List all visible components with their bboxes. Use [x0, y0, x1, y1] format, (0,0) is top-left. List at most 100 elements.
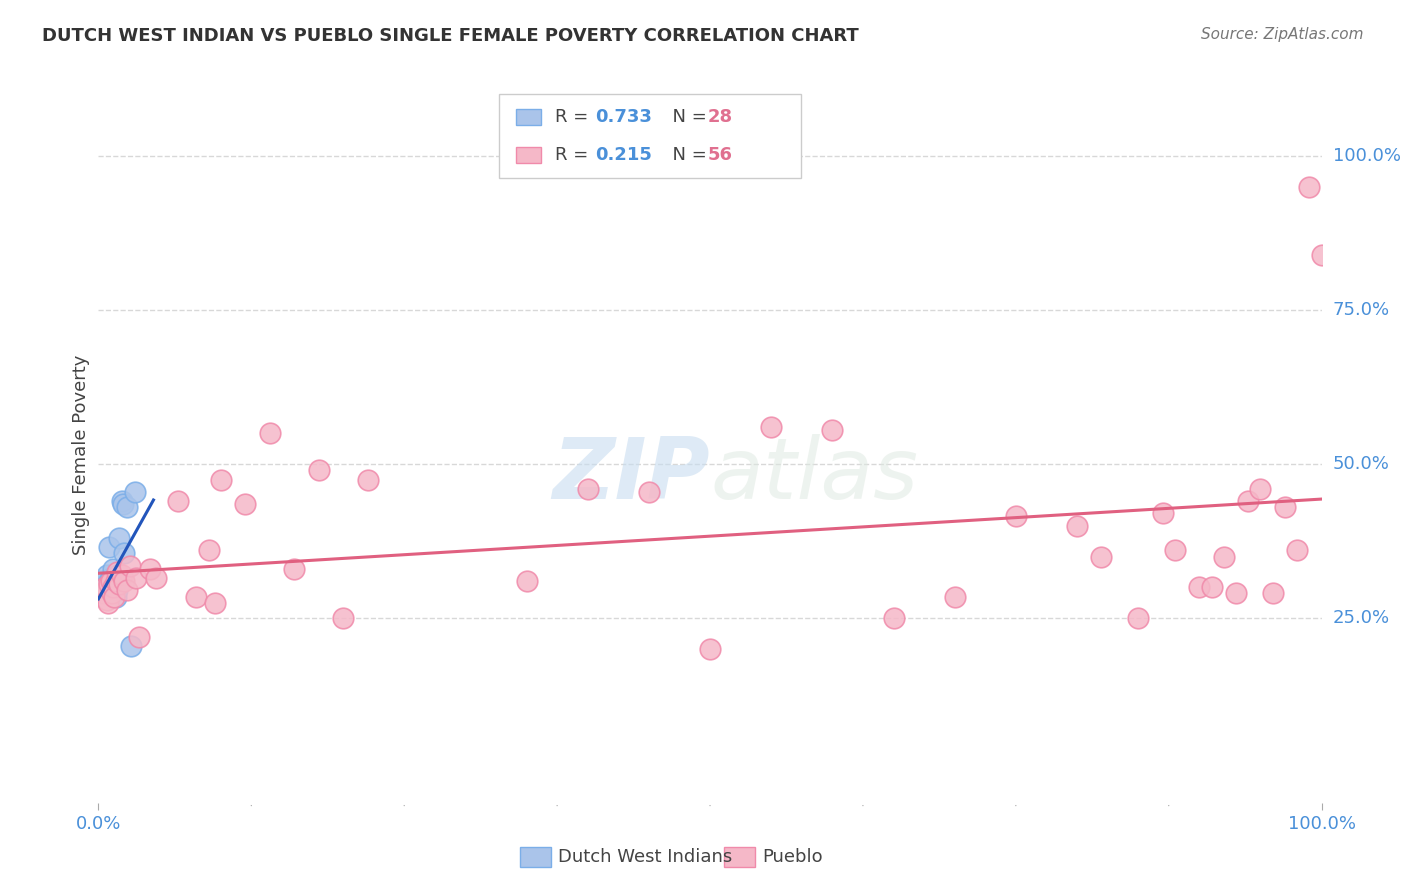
Text: N =: N =	[661, 145, 713, 163]
Point	[101, 562, 124, 576]
Text: N =: N =	[661, 109, 713, 127]
Point	[111, 568, 134, 582]
Point	[1128, 611, 1150, 625]
Point	[93, 580, 115, 594]
Text: Dutch West Indians: Dutch West Indians	[558, 848, 733, 866]
Point	[139, 562, 162, 576]
Point	[107, 574, 129, 589]
Point	[356, 473, 378, 487]
Point	[107, 574, 129, 589]
Point	[1261, 586, 1284, 600]
Point	[98, 577, 121, 591]
Point	[105, 565, 128, 579]
Point	[103, 571, 125, 585]
Point	[1004, 509, 1026, 524]
Point	[120, 639, 142, 653]
Point	[943, 590, 966, 604]
Point	[91, 574, 114, 589]
Text: ZIP: ZIP	[553, 434, 710, 517]
Point	[1066, 518, 1088, 533]
Point	[259, 426, 281, 441]
Point	[761, 420, 783, 434]
Point	[91, 586, 114, 600]
Point	[1152, 507, 1174, 521]
Text: Source: ZipAtlas.com: Source: ZipAtlas.com	[1201, 27, 1364, 42]
Point	[204, 596, 226, 610]
Point	[100, 574, 122, 589]
Point	[96, 592, 118, 607]
Point	[111, 494, 134, 508]
Point	[637, 484, 661, 499]
Y-axis label: Single Female Poverty: Single Female Poverty	[72, 355, 90, 555]
Point	[209, 473, 232, 487]
Point	[1188, 580, 1211, 594]
Point	[124, 484, 146, 499]
Point	[101, 571, 124, 585]
Point	[112, 546, 135, 560]
Point	[104, 590, 127, 604]
Point	[100, 577, 122, 591]
Point	[576, 482, 599, 496]
Point	[167, 494, 190, 508]
Point	[1201, 580, 1223, 594]
Point	[1164, 543, 1187, 558]
Text: 50.0%: 50.0%	[1333, 455, 1389, 473]
Point	[94, 580, 117, 594]
Point	[105, 583, 128, 598]
Point	[97, 596, 120, 610]
Point	[1286, 543, 1309, 558]
Point	[1274, 500, 1296, 515]
Text: 100.0%: 100.0%	[1333, 147, 1400, 165]
Text: Pueblo: Pueblo	[762, 848, 823, 866]
Point	[96, 568, 118, 582]
Point	[125, 571, 148, 585]
Point	[283, 562, 305, 576]
Point	[100, 571, 122, 585]
Point	[197, 543, 219, 558]
Point	[101, 580, 124, 594]
Point	[115, 500, 138, 515]
Point	[128, 630, 150, 644]
Point	[515, 574, 537, 589]
Point	[101, 574, 124, 589]
Text: 56: 56	[707, 145, 733, 163]
Point	[97, 577, 120, 591]
Point	[699, 641, 721, 656]
Text: 28: 28	[707, 109, 733, 127]
Point	[103, 590, 125, 604]
Point	[1298, 180, 1320, 194]
Point	[98, 541, 121, 555]
Point	[1237, 494, 1260, 508]
Point	[101, 586, 124, 600]
Point	[233, 497, 256, 511]
Point	[93, 583, 115, 598]
Point	[101, 571, 124, 585]
Text: 0.733: 0.733	[595, 109, 651, 127]
Point	[186, 590, 208, 604]
Point	[105, 568, 128, 582]
Point	[98, 574, 121, 589]
Point	[308, 463, 330, 477]
Point	[108, 577, 131, 591]
Text: 75.0%: 75.0%	[1333, 301, 1391, 319]
Text: DUTCH WEST INDIAN VS PUEBLO SINGLE FEMALE POVERTY CORRELATION CHART: DUTCH WEST INDIAN VS PUEBLO SINGLE FEMAL…	[42, 27, 859, 45]
Point	[108, 531, 131, 545]
Point	[112, 574, 135, 589]
Point	[115, 583, 138, 598]
Point	[1310, 248, 1333, 262]
Point	[332, 611, 354, 625]
Point	[1249, 482, 1271, 496]
Point	[1225, 586, 1247, 600]
Point	[821, 423, 844, 437]
Point	[1090, 549, 1112, 564]
Point	[104, 574, 127, 589]
Point	[1212, 549, 1234, 564]
Text: 25.0%: 25.0%	[1333, 609, 1391, 627]
Point	[103, 574, 125, 589]
Text: R =: R =	[555, 145, 595, 163]
Text: 0.215: 0.215	[595, 145, 651, 163]
Point	[883, 611, 905, 625]
Text: R =: R =	[555, 109, 595, 127]
Point	[104, 574, 127, 589]
Text: atlas: atlas	[710, 434, 918, 517]
